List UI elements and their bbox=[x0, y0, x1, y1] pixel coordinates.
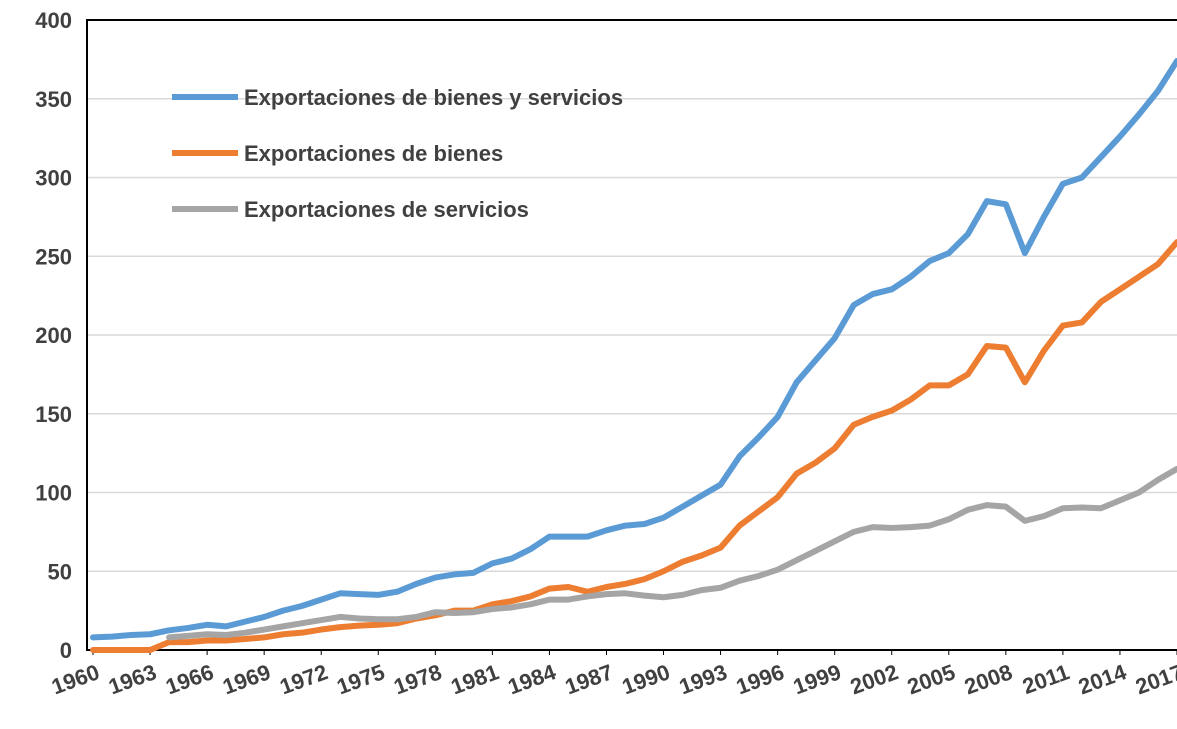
x-tick-label: 1984 bbox=[505, 659, 560, 699]
x-tick-label: 2011 bbox=[1019, 659, 1072, 699]
y-tick-label: 50 bbox=[48, 559, 72, 584]
y-tick-label: 150 bbox=[35, 402, 72, 427]
y-tick-label: 350 bbox=[35, 87, 72, 112]
y-tick-label: 200 bbox=[35, 323, 72, 348]
series-line bbox=[90, 239, 1177, 653]
legend-label: Exportaciones de bienes bbox=[244, 141, 503, 166]
plot-border bbox=[86, 19, 1177, 651]
x-tick-label: 1960 bbox=[48, 659, 103, 699]
x-tick-label: 1963 bbox=[105, 659, 160, 699]
x-tick-label: 1966 bbox=[162, 659, 217, 699]
x-tick-label: 2005 bbox=[904, 659, 959, 699]
x-tick-label: 2014 bbox=[1075, 659, 1130, 699]
series-line bbox=[166, 465, 1177, 641]
legend-label: Exportaciones de servicios bbox=[244, 197, 529, 222]
x-tick-label: 1993 bbox=[676, 659, 731, 699]
series-line bbox=[90, 57, 1177, 641]
y-tick-label: 400 bbox=[35, 8, 72, 33]
x-tick-label: 2002 bbox=[847, 659, 902, 699]
y-tick-label: 300 bbox=[35, 166, 72, 191]
x-tick-label: 1975 bbox=[333, 659, 388, 699]
x-tick-label: 1969 bbox=[219, 659, 274, 699]
x-tick-label: 1987 bbox=[562, 659, 617, 699]
x-tick-label: 2017 bbox=[1132, 659, 1177, 699]
y-tick-label: 250 bbox=[35, 244, 72, 269]
x-tick-label: 1981 bbox=[448, 659, 503, 699]
x-tick-label: 1996 bbox=[733, 659, 788, 699]
x-tick-label: 1972 bbox=[276, 659, 331, 699]
x-tick-label: 1990 bbox=[619, 659, 674, 699]
x-tick-label: 2008 bbox=[961, 659, 1016, 699]
y-tick-label: 100 bbox=[35, 481, 72, 506]
x-tick-label: 1978 bbox=[390, 659, 445, 699]
legend-label: Exportaciones de bienes y servicios bbox=[244, 85, 623, 110]
x-tick-label: 1999 bbox=[790, 659, 845, 699]
y-tick-label: 0 bbox=[60, 638, 72, 663]
